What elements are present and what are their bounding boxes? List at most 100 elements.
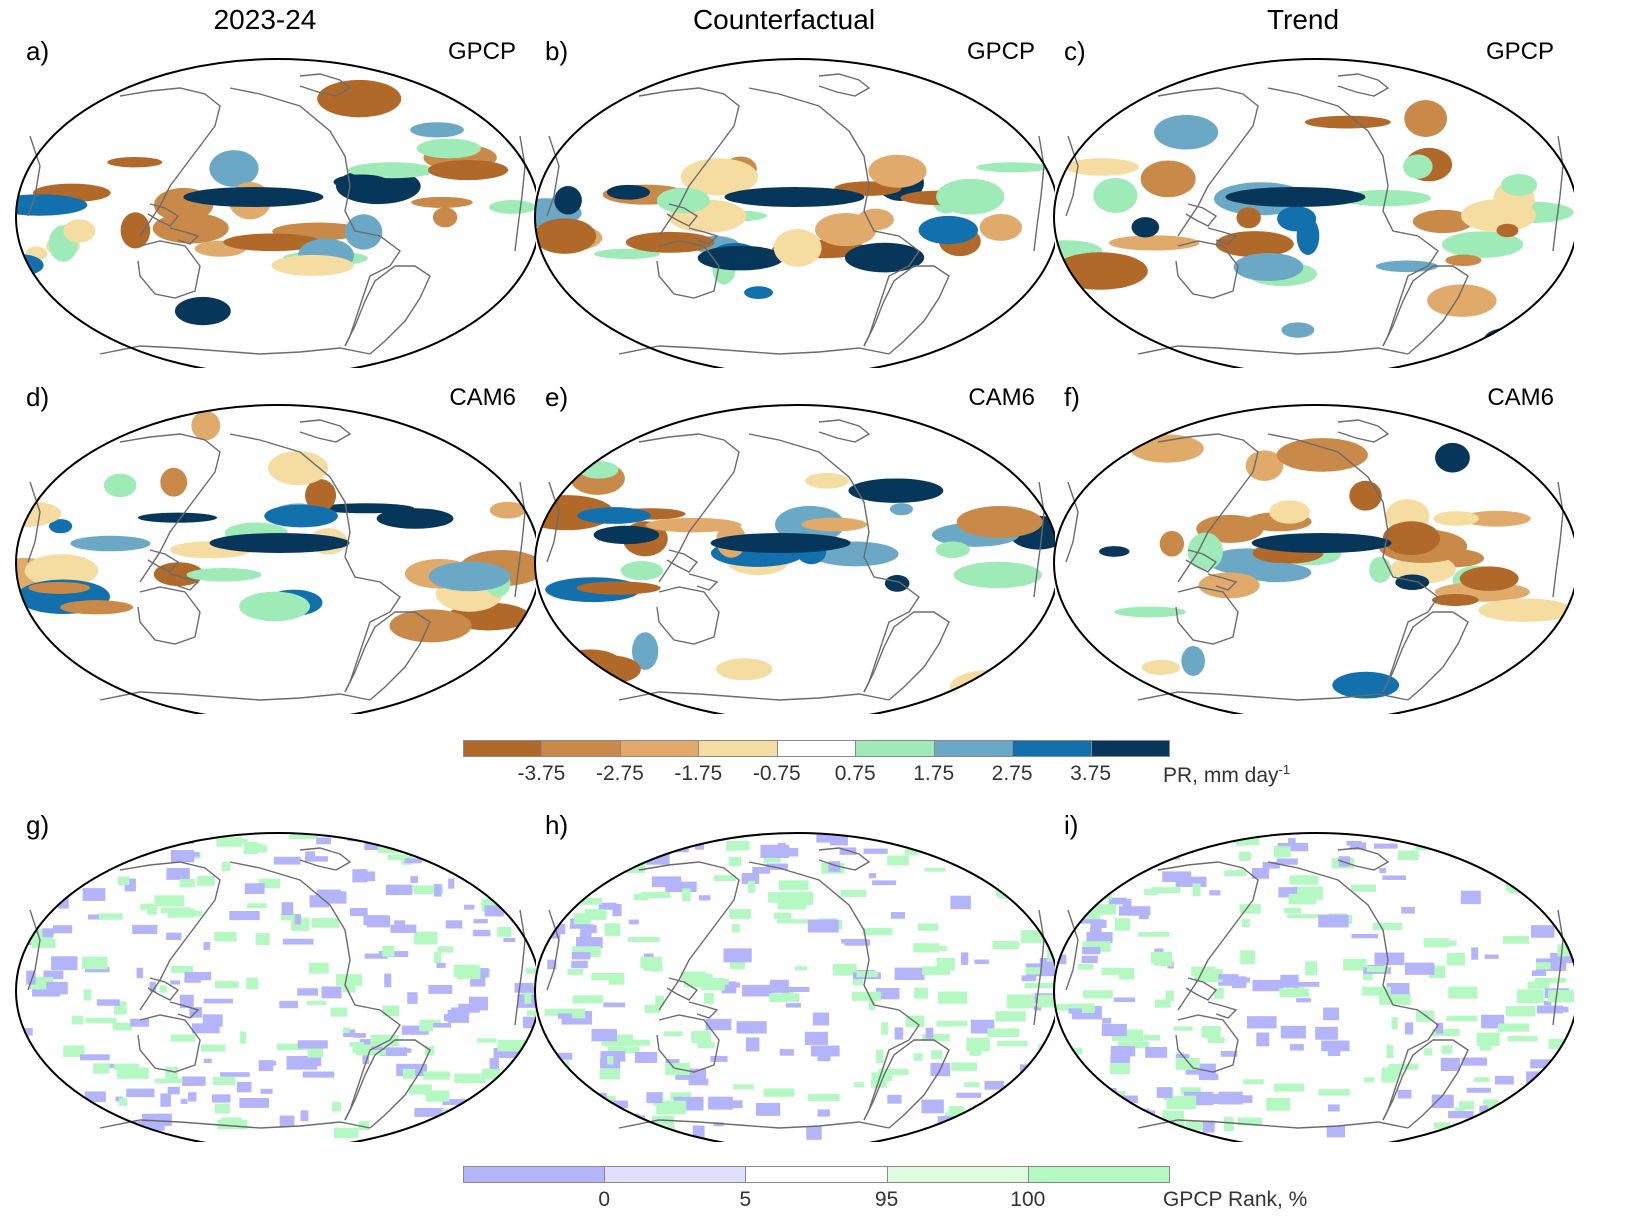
coastline: [1137, 691, 1409, 701]
colorbar-segment: [698, 740, 778, 757]
rank-cell: [1381, 1075, 1397, 1083]
panel-label: h): [545, 810, 569, 840]
rank-cell: [1198, 1073, 1219, 1081]
map-svg: [534, 58, 1055, 368]
coastline: [1175, 586, 1239, 645]
rank-cell: [112, 1022, 132, 1031]
anomaly-patch: [70, 535, 151, 552]
anomaly-patch: [976, 162, 1050, 173]
rank-cell: [113, 1063, 140, 1071]
rank-cell: [887, 855, 909, 866]
rank-cell: [352, 869, 368, 883]
anomaly-patch: [594, 248, 661, 260]
rank-cell: [1278, 887, 1298, 898]
rank-cell: [1536, 1005, 1564, 1014]
rank-cell: [1180, 1087, 1202, 1095]
anomaly-patch: [656, 187, 710, 214]
rank-cell: [954, 1128, 974, 1136]
anomaly-patch: [1435, 442, 1470, 473]
coastline: [1033, 481, 1045, 598]
rank-cell: [281, 902, 294, 916]
rank-cell: [651, 876, 682, 888]
coastline: [863, 265, 950, 355]
rank-cell: [425, 1090, 450, 1102]
rank-cell: [1379, 993, 1411, 1005]
rank-cell: [52, 925, 73, 934]
anomaly-patch: [489, 200, 536, 214]
rank-cell: [881, 1022, 888, 1035]
rank-cell: [1351, 933, 1379, 939]
anomaly-patch: [1462, 510, 1531, 527]
rank-cell: [36, 849, 51, 856]
rank-cell: [309, 895, 330, 908]
coastline: [818, 847, 871, 871]
panel-label: a): [26, 36, 50, 66]
rank-cell: [297, 1040, 328, 1049]
rank-cell: [913, 943, 940, 953]
rank-cell: [118, 1098, 128, 1106]
rank-cell: [870, 1080, 887, 1088]
rank-cell: [1362, 986, 1391, 996]
anomaly-patch: [1431, 594, 1479, 606]
pr-units-sup: -1: [1278, 762, 1291, 777]
rank-cell: [580, 925, 597, 934]
map-border: [534, 58, 1055, 368]
anomaly-patch: [1243, 562, 1312, 583]
rank-cell: [268, 1060, 277, 1066]
rank-cell: [246, 977, 259, 989]
rank-cell: [1114, 918, 1131, 931]
rank-cell: [1446, 953, 1465, 966]
anomaly-patch: [1269, 500, 1311, 524]
rank-cell: [414, 931, 438, 945]
rank-cell: [1113, 997, 1136, 1003]
rank-cell: [603, 1002, 626, 1008]
rank-cell: [382, 1005, 400, 1017]
rank-cell: [1290, 1044, 1304, 1051]
map-border: [15, 58, 536, 368]
rank-cell: [921, 1099, 944, 1114]
rank-cell: [1318, 1089, 1350, 1096]
rank-cell: [1266, 1097, 1291, 1111]
rank-cell: [304, 856, 328, 862]
rank-cell: [170, 980, 181, 985]
rank-cell: [413, 885, 444, 895]
anomaly-patch: [1140, 160, 1196, 198]
anomaly-patch: [868, 154, 927, 188]
rank-cell: [612, 842, 638, 853]
rank-cell: [349, 1042, 365, 1047]
anomaly-patch: [593, 525, 660, 545]
map-border: [15, 832, 536, 1142]
rank-cell: [1242, 919, 1250, 928]
rank-cell: [601, 1034, 634, 1047]
rank-cell: [1293, 981, 1320, 987]
coastline: [1185, 203, 1218, 227]
rank-cell: [1280, 1025, 1306, 1039]
rank-cell: [497, 1039, 529, 1052]
rank-cell: [1284, 907, 1302, 914]
rank-cell: [1366, 965, 1388, 972]
rank-cell: [890, 912, 905, 919]
rank-cell: [916, 833, 930, 845]
pr-tick: -1.75: [674, 762, 723, 785]
rank-cell: [924, 867, 946, 872]
rank-cell: [1054, 925, 1066, 940]
rank-cell: [1372, 922, 1403, 931]
rank-cell: [82, 956, 108, 970]
rank-cell: [876, 987, 900, 1000]
coastline: [666, 977, 699, 1001]
rank-cell: [365, 871, 376, 882]
colorbar-segment: [1012, 740, 1092, 757]
coastline: [1175, 1014, 1239, 1073]
rank-cell: [443, 844, 467, 854]
rank-cell: [212, 1076, 236, 1086]
rank-cell: [1074, 1077, 1086, 1085]
rank-tick: 5: [739, 1188, 752, 1211]
coastline: [299, 73, 352, 97]
coastline: [147, 549, 180, 573]
rank-cell: [713, 875, 737, 882]
rank-cell: [1505, 1006, 1536, 1017]
coastline: [1382, 611, 1469, 701]
rank-cell: [493, 1048, 525, 1059]
colorbar-segment: [745, 1166, 888, 1183]
rank-cell: [382, 945, 395, 957]
